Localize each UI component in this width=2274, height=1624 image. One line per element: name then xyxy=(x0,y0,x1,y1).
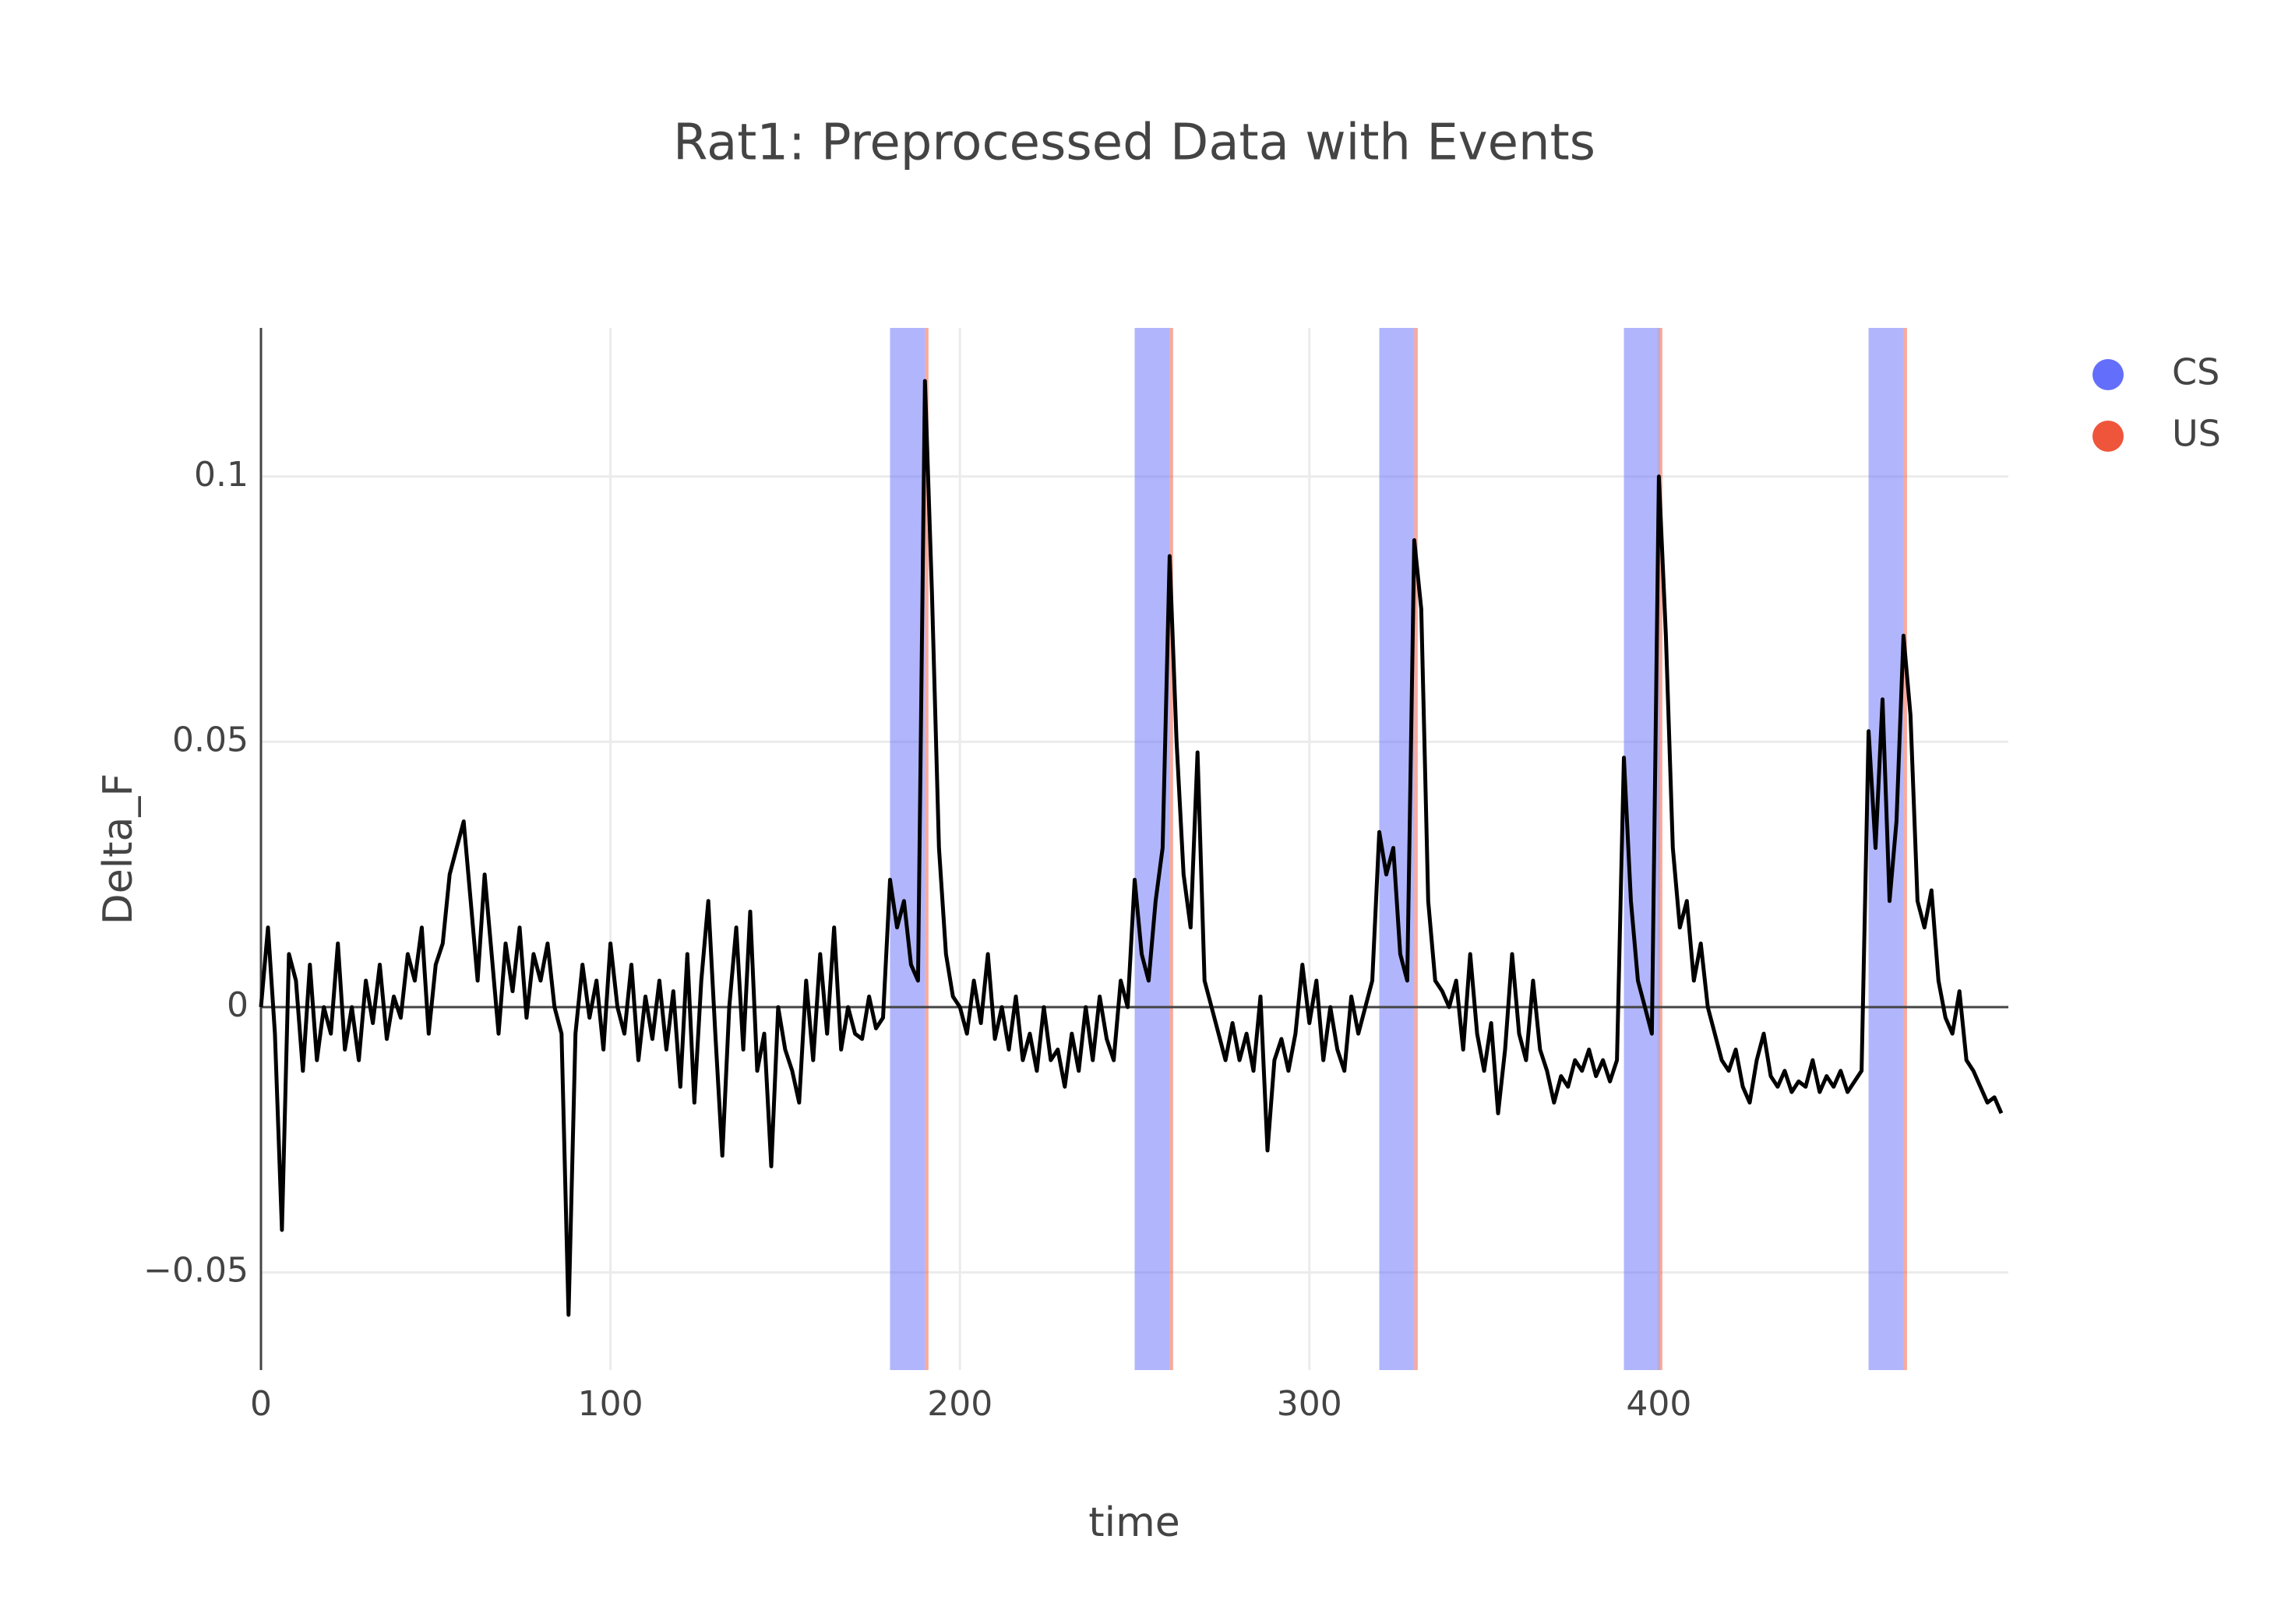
legend-marker xyxy=(2092,421,2124,452)
y-axis-title: Delta_F xyxy=(95,773,142,925)
y-tick-label: 0.1 xyxy=(194,455,249,495)
legend-label: CS xyxy=(2172,351,2219,393)
x-tick-label: 400 xyxy=(1626,1384,1691,1424)
legend-marker xyxy=(2092,359,2124,390)
event-band xyxy=(1903,328,1907,1370)
event-band xyxy=(1169,328,1173,1370)
legend-label: US xyxy=(2172,413,2221,455)
chart-title: Rat1: Preprocessed Data with Events xyxy=(673,114,1595,172)
x-tick-label: 300 xyxy=(1277,1384,1342,1424)
x-tick-label: 100 xyxy=(578,1384,643,1424)
x-tick-label: 0 xyxy=(250,1384,272,1424)
y-tick-label: −0.05 xyxy=(143,1251,249,1291)
x-axis-title: time xyxy=(1088,1499,1179,1546)
x-tick-label: 200 xyxy=(927,1384,992,1424)
event-band xyxy=(925,328,929,1370)
y-tick-label: 0 xyxy=(227,985,249,1025)
data-line xyxy=(259,379,2004,1317)
event-band xyxy=(1414,328,1418,1370)
y-tick-label: 0.05 xyxy=(172,720,249,759)
event-band xyxy=(1659,328,1662,1370)
